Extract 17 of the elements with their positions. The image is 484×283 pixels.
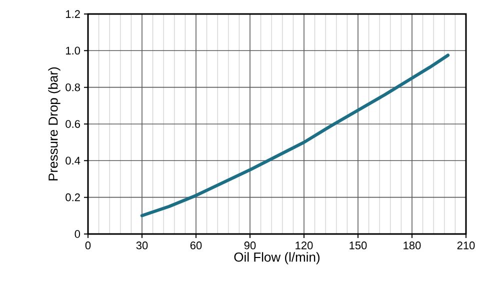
x-tick-label: 90 xyxy=(244,242,256,250)
x-tick-label: 120 xyxy=(296,242,313,250)
y-tick-label: 0.6 xyxy=(66,120,80,128)
x-tick-label: 210 xyxy=(457,242,475,250)
y-tick-label: 0 xyxy=(74,230,80,238)
x-axis-title: Oil Flow (l/min) xyxy=(234,252,320,264)
y-tick-label: 0.8 xyxy=(66,83,80,92)
y-axis-title: Pressure Drop (bar) xyxy=(48,67,60,180)
x-tick-label: 150 xyxy=(350,242,367,250)
y-tick-label: 0.4 xyxy=(66,156,80,165)
y-tick-label: 1.0 xyxy=(66,46,80,55)
x-tick-label: 30 xyxy=(136,242,148,250)
y-tick-label: 0.2 xyxy=(66,193,80,202)
x-tick-label: 60 xyxy=(190,242,202,250)
y-tick-label: 1.2 xyxy=(66,10,80,18)
x-tick-label: 0 xyxy=(85,242,91,250)
x-tick-label: 180 xyxy=(404,242,421,250)
